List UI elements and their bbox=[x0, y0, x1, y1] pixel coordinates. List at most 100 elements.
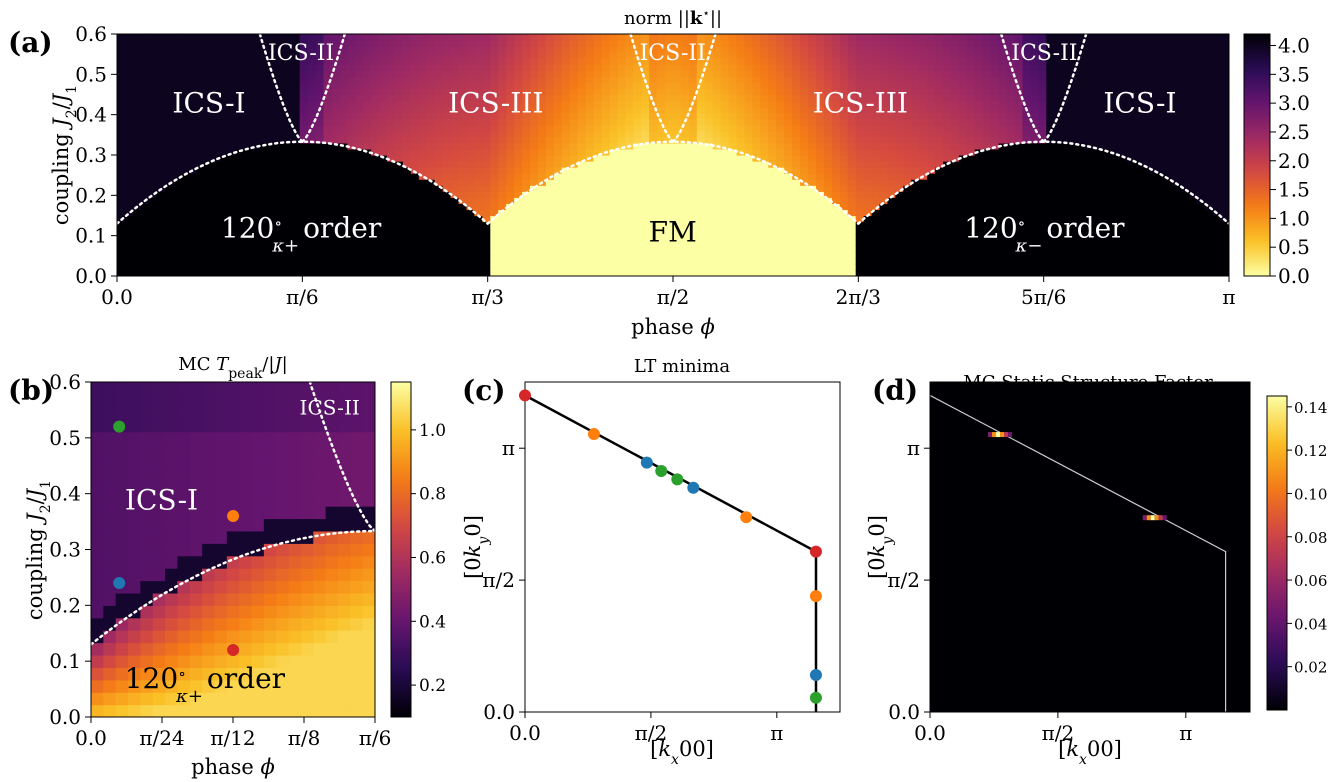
heatmap-cell bbox=[164, 58, 174, 65]
heatmap-cell bbox=[617, 118, 626, 126]
heatmap-cell bbox=[855, 167, 865, 174]
heatmap-cell bbox=[696, 197, 706, 204]
heatmap-cell bbox=[132, 34, 142, 41]
heatmap-cell bbox=[371, 106, 380, 114]
heatmap-cell bbox=[601, 167, 611, 174]
heatmap-cell bbox=[951, 227, 960, 235]
heatmap-cell bbox=[196, 167, 205, 174]
heatmap-cell bbox=[951, 203, 960, 211]
heatmap-cell bbox=[776, 112, 785, 120]
heatmap-cell bbox=[696, 269, 706, 276]
heatmap-cell bbox=[228, 239, 237, 247]
heatmap-cell bbox=[530, 257, 539, 265]
heatmap-cell bbox=[815, 34, 825, 41]
heatmap-cell bbox=[371, 124, 380, 132]
heatmap-cell bbox=[585, 82, 595, 90]
heatmap-cell bbox=[601, 94, 611, 102]
heatmap-cell bbox=[990, 191, 1000, 198]
heatmap-cell bbox=[704, 221, 714, 229]
heatmap-cell bbox=[117, 58, 126, 65]
heatmap-cell bbox=[649, 40, 658, 47]
heatmap-cell bbox=[657, 52, 666, 59]
heatmap-cell bbox=[1030, 136, 1039, 144]
heatmap-cell bbox=[1022, 70, 1032, 77]
heatmap-cell bbox=[212, 70, 221, 77]
heatmap-cell bbox=[140, 88, 150, 96]
heatmap-cell bbox=[1054, 100, 1063, 108]
heatmap-cell bbox=[363, 34, 372, 41]
heatmap-cell bbox=[982, 239, 992, 247]
heatmap-cell bbox=[212, 100, 221, 108]
heatmap-cell bbox=[339, 94, 348, 102]
heatmap-cell bbox=[982, 203, 992, 211]
heatmap-cell bbox=[903, 34, 912, 41]
heatmap-cell bbox=[148, 52, 158, 59]
heatmap-cell bbox=[641, 40, 650, 47]
heatmap-cell bbox=[1046, 203, 1055, 211]
heatmap-cell bbox=[1038, 76, 1047, 83]
heatmap-cell bbox=[680, 34, 690, 41]
heatmap-cell bbox=[990, 251, 1000, 259]
heatmap-cell bbox=[450, 263, 460, 271]
heatmap-cell bbox=[919, 100, 928, 108]
heatmap-cell bbox=[323, 112, 333, 120]
heatmap-cell bbox=[657, 251, 666, 259]
heatmap-cell bbox=[601, 263, 611, 271]
heatmap-cell bbox=[164, 124, 174, 132]
heatmap-cell bbox=[871, 191, 881, 198]
heatmap-cell bbox=[792, 197, 801, 204]
heatmap-cell bbox=[688, 215, 698, 223]
heatmap-cell bbox=[474, 82, 483, 90]
heatmap-cell bbox=[140, 233, 150, 241]
heatmap-cell bbox=[180, 118, 190, 126]
heatmap-cell bbox=[474, 100, 483, 108]
heatmap-cell bbox=[800, 179, 809, 186]
heatmap-cell bbox=[426, 209, 436, 217]
heatmap-cell bbox=[990, 197, 1000, 204]
heatmap-cell bbox=[299, 118, 309, 126]
heatmap-cell bbox=[204, 94, 213, 102]
heatmap-cell bbox=[744, 227, 754, 235]
heatmap-cell bbox=[966, 136, 976, 144]
heatmap-cell bbox=[863, 239, 873, 247]
heatmap-cell bbox=[1101, 161, 1111, 168]
heatmap-cell bbox=[593, 76, 603, 83]
heatmap-cell bbox=[839, 167, 849, 174]
heatmap-cell bbox=[212, 203, 221, 211]
heatmap-cell bbox=[1046, 46, 1055, 53]
heatmap-cell bbox=[935, 257, 944, 265]
heatmap-cell bbox=[1006, 52, 1016, 59]
heatmap-cell bbox=[792, 100, 801, 108]
heatmap-cell bbox=[1062, 251, 1071, 259]
heatmap-cell bbox=[402, 179, 412, 186]
heatmap-cell bbox=[482, 191, 491, 198]
heatmap-cell bbox=[879, 233, 889, 241]
heatmap-cell bbox=[720, 34, 730, 41]
heatmap-cell bbox=[720, 209, 730, 217]
heatmap-cell bbox=[1093, 251, 1103, 259]
heatmap-cell bbox=[601, 161, 611, 168]
heatmap-cell bbox=[450, 34, 460, 41]
heatmap-cell bbox=[180, 233, 190, 241]
heatmap-cell bbox=[259, 124, 269, 132]
heatmap-cell bbox=[696, 136, 706, 144]
heatmap-cell bbox=[387, 130, 396, 138]
heatmap-cell bbox=[712, 173, 722, 180]
heatmap-cell bbox=[1078, 112, 1087, 120]
heatmap-cell bbox=[434, 155, 444, 162]
heatmap-cell bbox=[792, 155, 801, 162]
heatmap-cell bbox=[943, 221, 952, 229]
heatmap-cell bbox=[784, 118, 793, 126]
heatmap-cell bbox=[355, 100, 364, 108]
heatmap-cell bbox=[657, 64, 666, 71]
heatmap-cell bbox=[355, 167, 364, 174]
heatmap-cell bbox=[887, 88, 896, 96]
heatmap-cell bbox=[911, 185, 920, 192]
heatmap-cell bbox=[720, 148, 730, 156]
heatmap-cell bbox=[982, 82, 992, 90]
heatmap-cell bbox=[593, 124, 603, 132]
heatmap-cell bbox=[498, 155, 507, 162]
heatmap-cell bbox=[998, 148, 1008, 156]
heatmap-cell bbox=[1046, 70, 1055, 77]
heatmap-cell bbox=[307, 40, 317, 47]
